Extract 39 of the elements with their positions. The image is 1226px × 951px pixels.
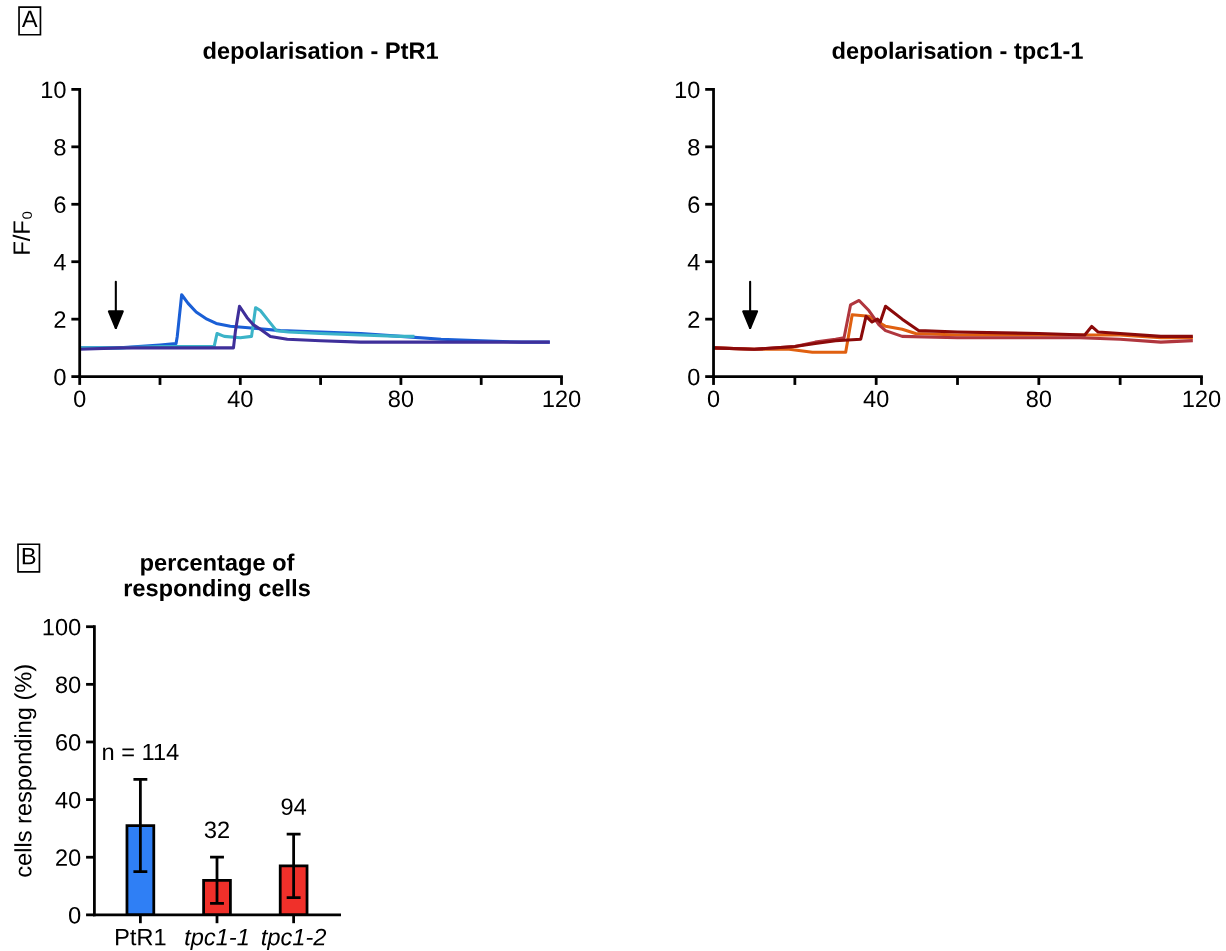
- x-tick-label: tpc1-2: [261, 928, 327, 951]
- annotation: n = 114: [103, 743, 179, 761]
- y-axis-title: cells responding (%): [14, 665, 37, 877]
- chart-title: depolarisation - PtR1: [203, 41, 439, 64]
- annotation: 94: [281, 798, 307, 816]
- annotation: 32: [204, 821, 229, 839]
- x-tick-label: 0: [707, 390, 720, 408]
- y-tick-label: 4: [53, 254, 66, 271]
- y-axis-title: F/F₀: [12, 211, 32, 254]
- y-tick-label: 0: [69, 906, 81, 924]
- text: A: [21, 10, 38, 28]
- y-tick-label: 40: [55, 791, 81, 809]
- x-tick-label: 40: [227, 390, 253, 408]
- x-tick-label: 40: [863, 390, 889, 408]
- x-tick-label: 120: [1183, 390, 1221, 408]
- y-tick-label: 8: [688, 138, 700, 156]
- y-tick-label: 6: [54, 196, 66, 214]
- y-tick-label: 2: [54, 311, 66, 328]
- y-tick-label: 100: [43, 618, 81, 636]
- y-tick-label: 4: [687, 254, 700, 271]
- x-tick-label: 80: [388, 390, 414, 408]
- y-tick-label: 6: [688, 196, 700, 214]
- chart-title: depolarisation - tpc1-1: [832, 41, 1083, 64]
- x-tick-label: 120: [543, 390, 581, 408]
- y-tick-label: 2: [688, 311, 700, 328]
- y-tick-label: 0: [54, 368, 66, 386]
- y-tick-label: 60: [56, 734, 81, 751]
- text: B: [22, 547, 36, 565]
- line-series: [79, 304, 550, 351]
- x-tick-label: 80: [1026, 390, 1052, 408]
- y-tick-label: 20: [56, 849, 81, 867]
- y-tick-label: 80: [55, 676, 81, 694]
- y-tick-label: 10: [42, 81, 66, 99]
- x-tick-label: tpc1-1: [185, 928, 248, 951]
- y-tick-label: 10: [675, 81, 700, 99]
- y-tick-label: 0: [688, 368, 700, 386]
- x-tick-label: PtR1: [116, 928, 166, 946]
- y-tick-label: 8: [54, 138, 66, 156]
- chart-title: percentage of responding cells: [124, 553, 310, 602]
